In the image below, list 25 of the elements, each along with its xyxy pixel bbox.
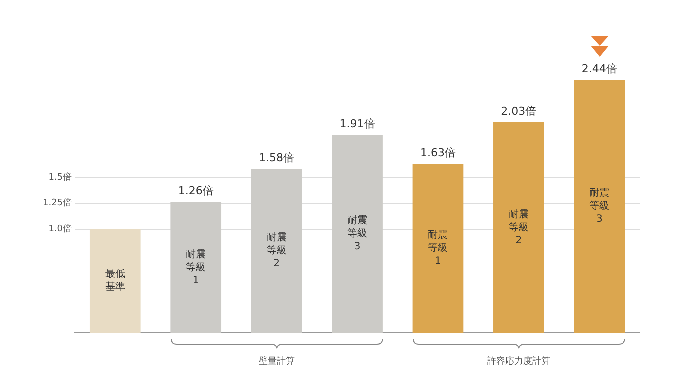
bar [90, 229, 141, 333]
data-label: 1.63倍 [420, 146, 456, 160]
data-label: 2.44倍 [582, 62, 618, 76]
y-tick-label: 1.0倍 [48, 224, 72, 235]
data-label: 1.91倍 [340, 117, 376, 130]
x-tick-label: 耐震等級3 [590, 187, 610, 226]
bar [412, 164, 464, 333]
text: 壁量計算 [258, 356, 296, 368]
bar [251, 169, 302, 333]
bar [332, 134, 383, 333]
x-tick-label: 耐震等級1 [186, 248, 206, 286]
x-tick-label: 耐震等級1 [428, 229, 448, 268]
y-tick-label: 1.5倍 [48, 172, 72, 183]
bar [170, 202, 222, 333]
x-tick-label: 最低基準 [105, 269, 126, 294]
y-tick-label: 1.25倍 [42, 198, 72, 209]
data-label: 1.58倍 [259, 152, 295, 165]
text: 許容応力度計算 [486, 356, 552, 368]
x-tick-label: 耐震等級2 [508, 208, 529, 246]
x-tick-label: 耐震等級2 [266, 232, 287, 270]
bar [494, 122, 544, 333]
data-label: 1.26倍 [178, 184, 214, 198]
bar [574, 80, 626, 333]
data-label: 2.03倍 [501, 104, 537, 118]
x-tick-label: 耐震等級3 [348, 214, 368, 253]
